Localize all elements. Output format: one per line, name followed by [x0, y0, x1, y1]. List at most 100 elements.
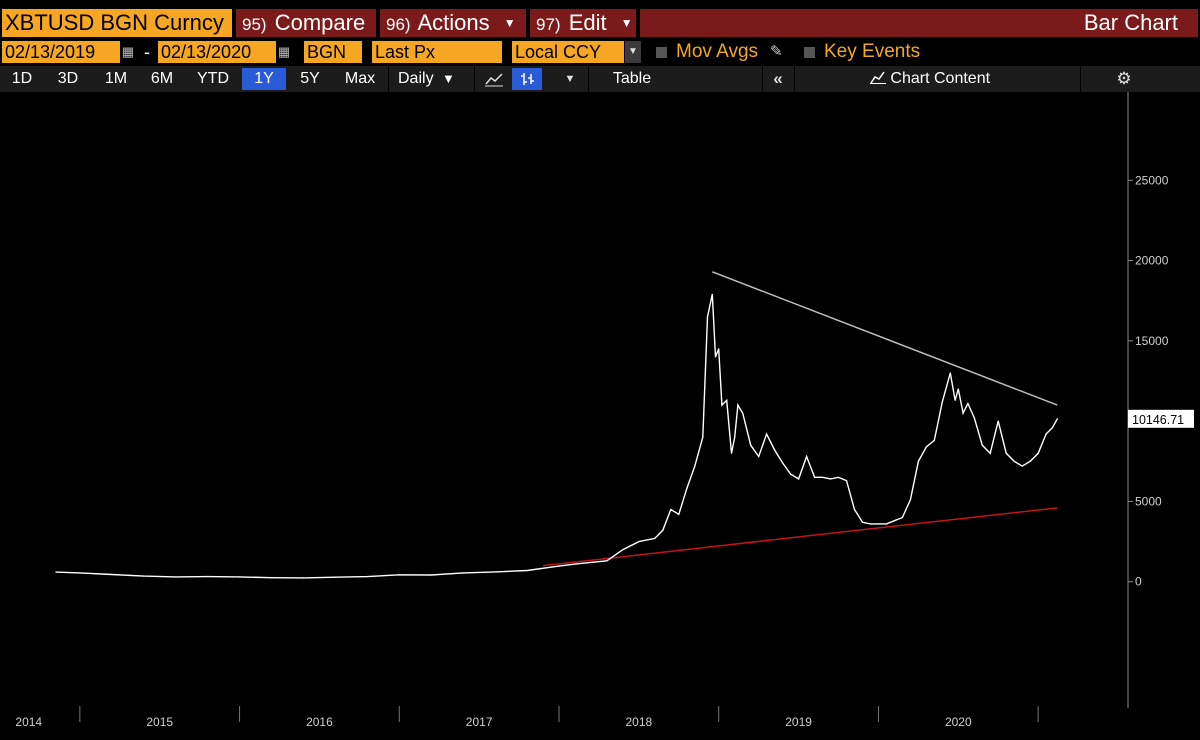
start-date-field[interactable]: 02/13/2019 [2, 41, 120, 63]
x-tick-label: 2016 [306, 715, 333, 729]
price-point [670, 508, 672, 511]
price-point [981, 444, 983, 446]
price-point [270, 577, 273, 579]
price-series-layer [55, 293, 1058, 579]
actions-menu-button[interactable]: 96) Actions ▼ [380, 9, 526, 37]
price-point [901, 516, 903, 519]
x-tick-label: 2018 [626, 715, 653, 729]
price-point [462, 572, 464, 574]
period-max-button[interactable]: Max [344, 70, 376, 87]
price-point [111, 573, 113, 576]
end-date-field[interactable]: 02/13/2020 [158, 41, 276, 63]
line-chart-icon[interactable] [480, 68, 508, 90]
toolbar-divider [794, 66, 795, 92]
price-point [730, 452, 733, 454]
price-point [893, 520, 896, 522]
gear-icon[interactable]: ⚙ [1116, 69, 1132, 88]
price-point [606, 560, 608, 562]
price-point [774, 449, 776, 451]
price-point [737, 404, 739, 406]
price-point [430, 574, 432, 576]
period-1m-button[interactable]: 1M [104, 70, 128, 87]
price-point [861, 521, 864, 523]
y-tick-label: 5000 [1135, 494, 1162, 508]
price-point [925, 446, 927, 448]
security-field[interactable]: XBTUSD BGN Curncy [2, 9, 232, 37]
chart-type-title: Bar Chart [640, 9, 1198, 37]
y-tick-label: 20000 [1135, 254, 1169, 268]
field-selector[interactable]: Last Px [372, 41, 502, 63]
key-events-checkbox[interactable] [804, 47, 815, 58]
parameters-bar: 02/13/2019 ▦ - 02/13/2020 ▦ BGN Last Px … [0, 40, 1200, 64]
collapse-left-icon[interactable]: « [773, 69, 783, 88]
price-point [494, 571, 496, 573]
price-point [526, 569, 528, 572]
price-chart[interactable]: 0 5000 15000 20000 25000 10146.71 2014 2015 2016… [0, 92, 1200, 740]
period-1d-button[interactable]: 1D [11, 70, 33, 87]
price-point [1051, 426, 1054, 429]
dropdown-arrow-icon[interactable]: ▼ [625, 41, 641, 63]
price-point [734, 436, 736, 438]
currency-select[interactable]: Local CCY [512, 41, 624, 63]
calendar-icon[interactable]: ▦ [277, 41, 291, 63]
price-point [718, 348, 720, 350]
header-bar: XBTUSD BGN Curncy 95) Compare 96) Action… [0, 0, 1200, 38]
axes-layer: 0 5000 15000 20000 25000 10146.71 2014 2015 2016… [15, 92, 1194, 729]
table-button[interactable]: Table [612, 70, 652, 87]
source-field[interactable]: BGN [304, 41, 362, 63]
price-point [957, 388, 959, 390]
chart-content-label: Chart Content [890, 70, 991, 87]
period-ytd-button[interactable]: YTD [197, 70, 229, 87]
pencil-icon[interactable]: ✎ [770, 43, 783, 60]
x-tick-label: 2015 [146, 715, 173, 729]
price-point [662, 529, 664, 531]
price-point [829, 478, 832, 480]
period-5y-button[interactable]: 5Y [300, 70, 320, 87]
last-value-label: 10146.71 [1132, 413, 1184, 427]
period-6m-button[interactable]: 6M [150, 70, 174, 87]
price-point [954, 399, 956, 401]
frequency-dropdown[interactable]: Daily ▼ [392, 68, 470, 90]
price-point [869, 523, 872, 525]
price-point [702, 436, 704, 438]
price-point [714, 356, 717, 358]
price-point [622, 549, 624, 551]
bar-chart-icon[interactable] [512, 68, 542, 90]
price-point [1056, 418, 1058, 420]
price-point [558, 565, 560, 567]
toolbar-divider [588, 66, 589, 92]
dropdown-arrow-icon[interactable]: ▼ [564, 73, 576, 85]
price-point [789, 473, 792, 475]
actions-number: 96) [386, 15, 411, 34]
compare-number: 95) [242, 15, 267, 34]
price-point [853, 508, 856, 511]
price-point [726, 399, 728, 401]
period-1y-button[interactable]: 1Y [242, 68, 286, 90]
price-point [766, 433, 768, 435]
toolbar-divider [1080, 66, 1081, 92]
actions-label: Actions [417, 10, 490, 35]
calendar-icon[interactable]: ▦ [121, 41, 135, 63]
price-point [933, 439, 935, 442]
price-point [207, 575, 209, 578]
price-point [55, 571, 57, 573]
last-value-tag [1128, 409, 1194, 428]
price-point [175, 576, 177, 578]
edit-menu-button[interactable]: 97) Edit ▼ [530, 9, 636, 37]
price-chart-svg: 0 5000 15000 20000 25000 10146.71 2014 2015 2016… [15, 92, 1194, 729]
chart-content-button[interactable]: Chart Content [820, 68, 1040, 90]
mov-avgs-label: Mov Avgs [676, 41, 759, 62]
price-point [941, 401, 943, 403]
compare-button[interactable]: 95) Compare [236, 9, 376, 37]
chart-content-icon [869, 70, 890, 87]
price-point [694, 465, 696, 467]
y-tick-label: 0 [1135, 575, 1142, 589]
price-point [590, 561, 592, 564]
dropdown-arrow-icon: ▼ [503, 16, 516, 30]
mov-avgs-checkbox[interactable] [656, 47, 667, 58]
price-point [885, 523, 888, 525]
price-point [750, 444, 752, 446]
period-3d-button[interactable]: 3D [57, 70, 79, 87]
price-point [813, 476, 816, 478]
price-point [238, 576, 241, 578]
